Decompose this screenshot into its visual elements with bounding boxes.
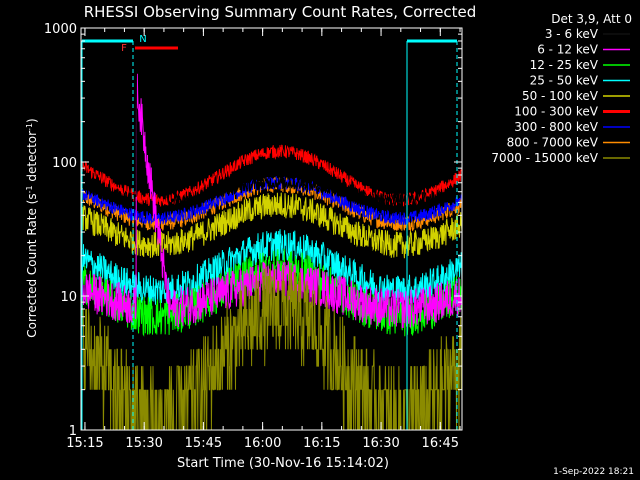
x-axis-label: Start Time (30-Nov-16 15:14:02) [177,456,389,471]
x-tick-label: 15:45 [185,436,222,451]
series-line-4 [80,192,463,259]
x-tick-label: 16:15 [303,436,340,451]
legend-label: 50 - 100 keV [522,89,599,103]
footer-date: 1-Sep-2022 18:21 [553,467,634,477]
y-tick-label: 1000 [44,22,77,37]
legend-label: 12 - 25 keV [530,58,599,72]
legend-label: 25 - 50 keV [530,74,599,88]
detector-label: Det 3,9, Att 0 [551,12,632,26]
legend-label: 3 - 6 keV [545,27,599,41]
legend-label: 7000 - 15000 keV [491,151,598,165]
x-tick-label: 16:45 [422,436,459,451]
x-tick-label: 16:00 [244,436,281,451]
series-line-0 [84,53,463,208]
axis-layer: 1 10 100 1000 15:15 15:30 15:45 16:00 16:15 16:30… [44,22,463,451]
y-tick-label: 100 [52,156,77,171]
series-line-3 [80,229,463,307]
legend-label: 300 - 800 keV [514,120,598,134]
flag-N-label: N [139,34,146,45]
y-axis-label: Corrected Count Rate (s-1 detector-1) [25,118,40,337]
y-tick-label: 10 [60,290,77,305]
legend-label: 100 - 300 keV [514,105,598,119]
x-tick-label: 16:30 [362,436,399,451]
chart-title: RHESSI Observing Summary Count Rates, Co… [84,3,477,21]
x-tick-label: 15:15 [66,436,103,451]
series-line-6 [80,176,463,226]
series-layer [80,53,463,431]
x-tick-label: 15:30 [125,436,162,451]
y-tick-label: 1 [69,424,77,439]
overlay-layer [81,39,458,430]
legend-label: 6 - 12 keV [537,43,599,57]
flag-F-label: F [121,43,127,54]
legend-label: 800 - 7000 keV [507,136,599,150]
plot-frame [80,27,463,431]
